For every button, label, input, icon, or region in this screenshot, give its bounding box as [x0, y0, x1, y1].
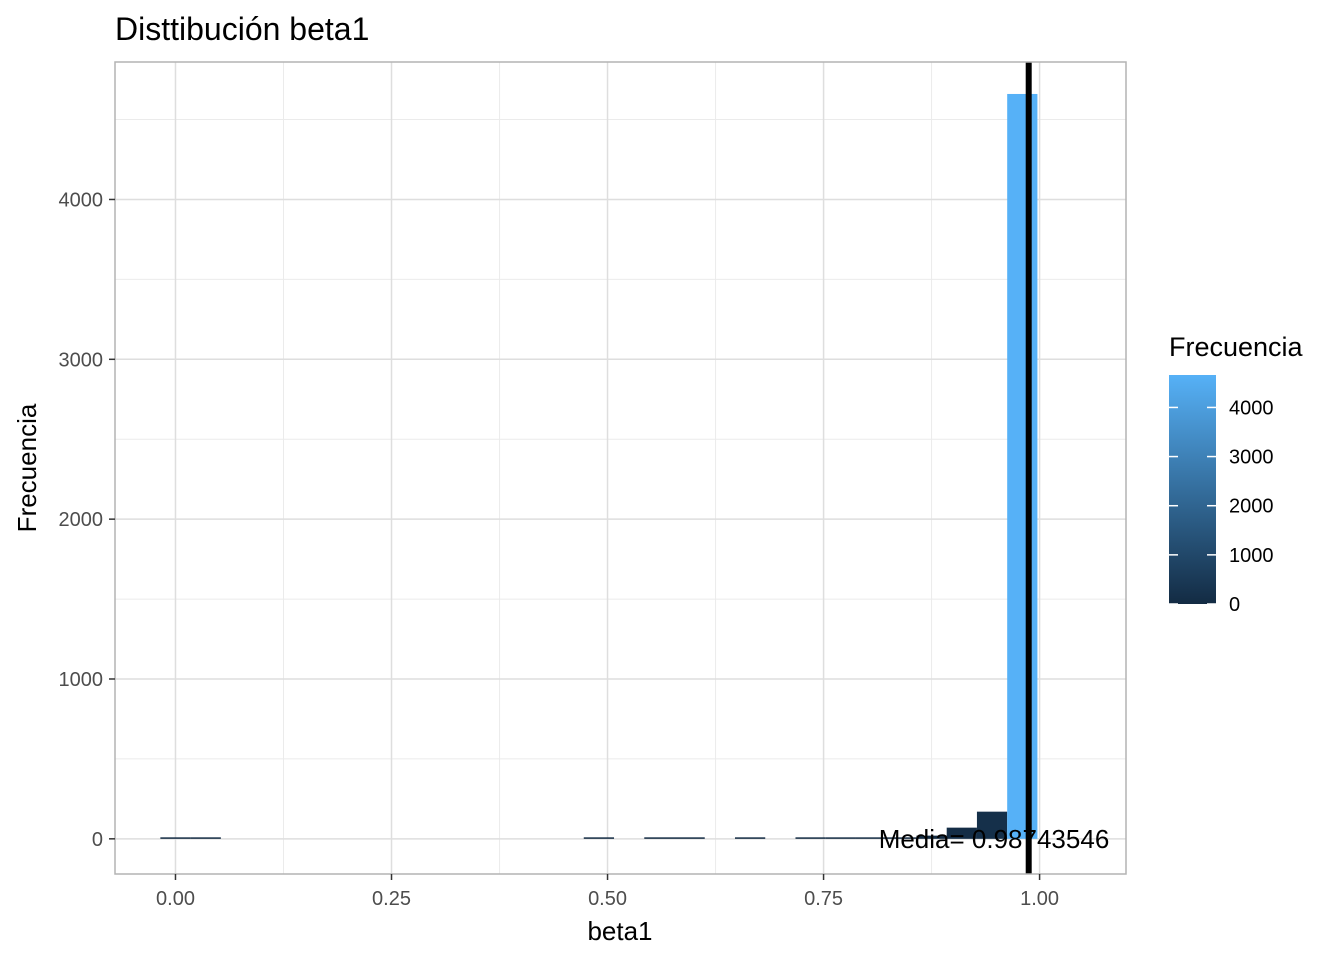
histogram-bar [795, 837, 826, 839]
legend-tick-label: 1000 [1229, 545, 1274, 567]
histogram-bar [825, 837, 856, 839]
histogram-bar [160, 837, 191, 839]
histogram-bar [583, 837, 615, 839]
x-axis-title: beta1 [587, 916, 652, 946]
y-axis-ticks: 0 1000 2000 3000 4000 [59, 189, 115, 851]
x-tick-label: 1.00 [1020, 888, 1059, 910]
legend-colorbar [1169, 375, 1216, 604]
histogram-bar [855, 837, 887, 839]
histogram-bar [734, 837, 766, 839]
chart-title: Disttibución beta1 [115, 11, 369, 47]
legend-tick-label: 0 [1229, 594, 1240, 616]
x-tick-label: 0.50 [588, 888, 627, 910]
plot-border [114, 61, 1127, 875]
y-axis-title: Frecuencia [12, 403, 42, 532]
x-axis-ticks: 0.00 0.25 0.50 0.75 1.00 [156, 874, 1059, 910]
grid-lines [115, 62, 1126, 874]
mean-annotation: Media= 0.98743546 [879, 824, 1110, 854]
histogram-bar [190, 837, 221, 839]
plot-panel [115, 62, 1126, 874]
legend-ticks: 0 1000 2000 3000 4000 [1169, 397, 1274, 616]
histogram-bar [674, 837, 705, 839]
histogram-bar [886, 837, 917, 839]
legend-title: Frecuencia [1169, 332, 1304, 362]
y-tick-label: 2000 [59, 509, 104, 531]
histogram-bar [916, 835, 947, 839]
histogram-bar [644, 837, 675, 839]
y-tick-label: 3000 [59, 349, 104, 371]
x-tick-label: 0.75 [804, 888, 843, 910]
histogram-bar [1007, 93, 1038, 839]
y-tick-label: 0 [92, 829, 103, 851]
histogram-bar [976, 811, 1008, 839]
legend-tick-label: 4000 [1229, 397, 1274, 419]
y-tick-label: 1000 [59, 669, 104, 691]
legend: Frecuencia 0 1000 2000 3000 4000 [1169, 332, 1304, 616]
legend-tick-label: 2000 [1229, 496, 1274, 518]
x-tick-label: 0.00 [156, 888, 195, 910]
x-tick-label: 0.25 [372, 888, 411, 910]
legend-tick-label: 3000 [1229, 447, 1274, 469]
y-tick-label: 4000 [59, 189, 104, 211]
histogram-bar [946, 827, 977, 839]
histogram-bars [160, 93, 1038, 839]
